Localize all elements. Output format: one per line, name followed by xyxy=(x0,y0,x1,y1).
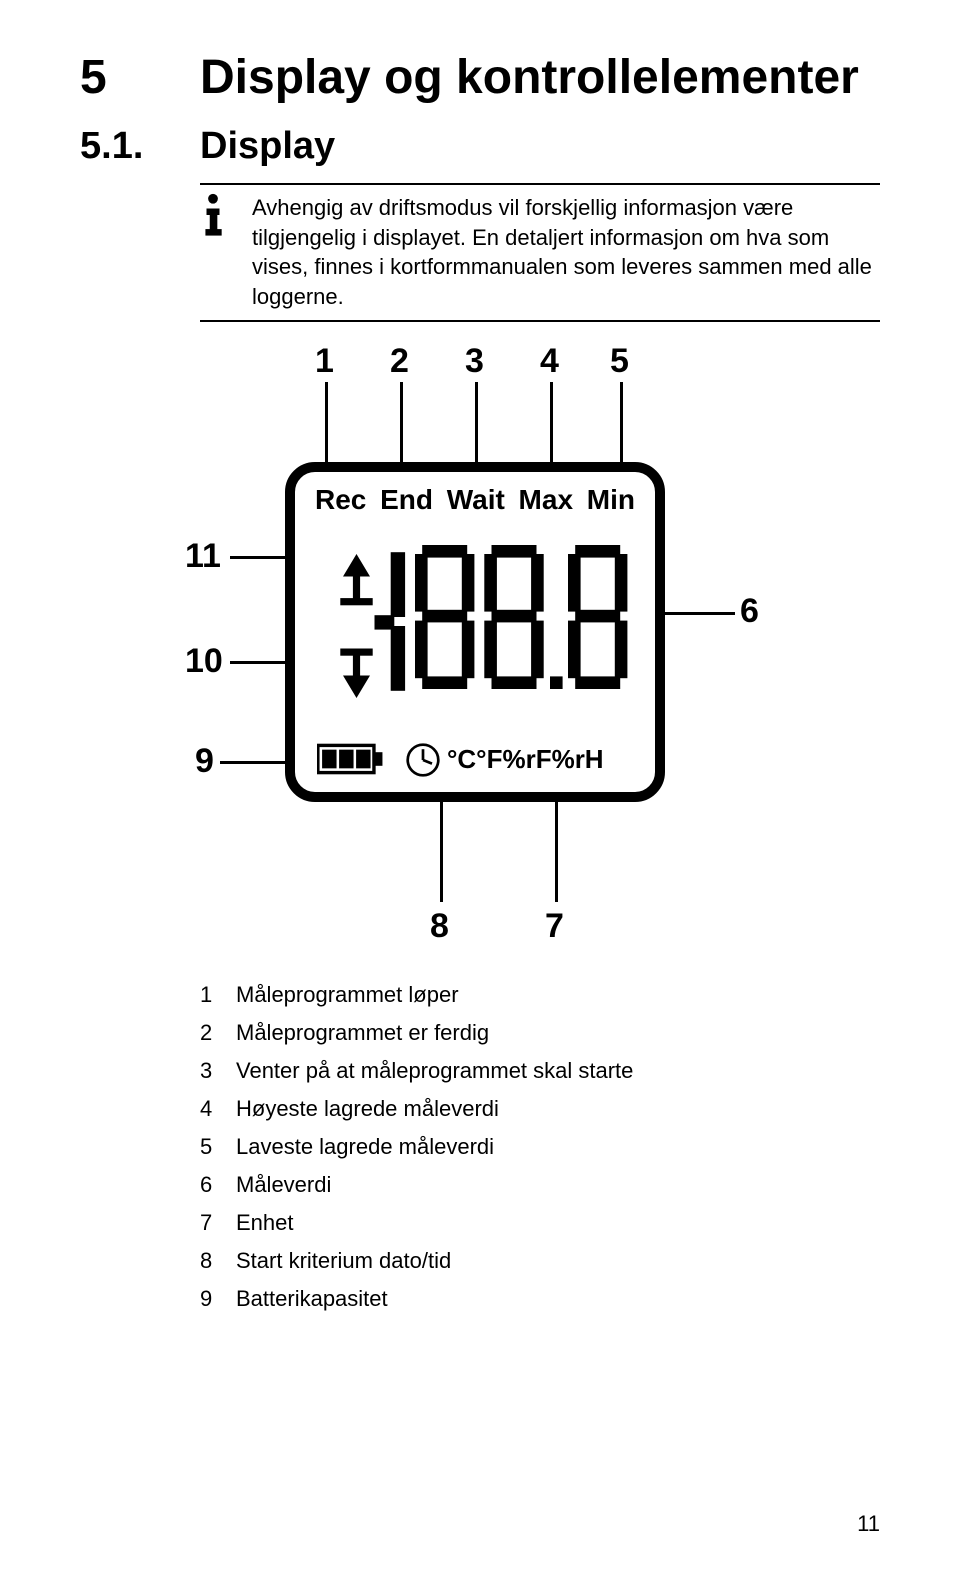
legend-num: 8 xyxy=(200,1248,236,1274)
legend-text: Batterikapasitet xyxy=(236,1286,388,1312)
legend-num: 5 xyxy=(200,1134,236,1160)
lcd-units-row: °C°F%rF%rH xyxy=(405,742,635,778)
callout-line-7 xyxy=(555,802,558,902)
callout-line-5 xyxy=(620,382,623,474)
info-icon xyxy=(200,193,240,242)
callout-8: 8 xyxy=(430,907,449,946)
legend-item: 9Batterikapasitet xyxy=(200,1286,880,1312)
callout-line-11 xyxy=(230,556,290,559)
legend-num: 1 xyxy=(200,982,236,1008)
callout-1: 1 xyxy=(315,342,334,381)
legend-item: 1Måleprogrammet løper xyxy=(200,982,880,1008)
info-text: Avhengig av driftsmodus vil forskjellig … xyxy=(252,193,880,312)
legend-list: 1Måleprogrammet løper 2Måleprogrammet er… xyxy=(200,982,880,1312)
callout-line-3 xyxy=(475,382,478,474)
legend-num: 7 xyxy=(200,1210,236,1236)
lcd-status-row: Rec End Wait Max Min xyxy=(315,484,635,516)
section-number: 5 xyxy=(80,50,200,105)
callout-4: 4 xyxy=(540,342,559,381)
page-number: 11 xyxy=(857,1511,880,1537)
lcd-rec-label: Rec xyxy=(315,484,366,516)
callout-line-9 xyxy=(220,761,290,764)
callout-line-2 xyxy=(400,382,403,474)
legend-item: 8Start kriterium dato/tid xyxy=(200,1248,880,1274)
callout-line-10 xyxy=(230,661,290,664)
legend-item: 2Måleprogrammet er ferdig xyxy=(200,1020,880,1046)
lcd-digits xyxy=(313,527,643,707)
legend-num: 2 xyxy=(200,1020,236,1046)
legend-item: 6Måleverdi xyxy=(200,1172,880,1198)
legend-item: 5Laveste lagrede måleverdi xyxy=(200,1134,880,1160)
callout-line-4 xyxy=(550,382,553,474)
battery-icon xyxy=(317,742,385,776)
display-diagram: 1 2 3 4 5 6 11 10 9 8 7 Rec End Wait Max… xyxy=(155,342,805,952)
clock-icon xyxy=(405,742,441,778)
legend-text: Måleprogrammet er ferdig xyxy=(236,1020,489,1046)
lcd-min-label: Min xyxy=(587,484,635,516)
callout-7: 7 xyxy=(545,907,564,946)
lcd-units-text: °C°F%rF%rH xyxy=(447,744,604,775)
legend-num: 6 xyxy=(200,1172,236,1198)
legend-text: Venter på at måleprogrammet skal starte xyxy=(236,1058,633,1084)
legend-text: Høyeste lagrede måleverdi xyxy=(236,1096,499,1122)
legend-item: 7Enhet xyxy=(200,1210,880,1236)
legend-text: Enhet xyxy=(236,1210,294,1236)
callout-11: 11 xyxy=(185,537,221,576)
callout-2: 2 xyxy=(390,342,409,381)
lcd-wait-label: Wait xyxy=(447,484,505,516)
legend-text: Måleverdi xyxy=(236,1172,331,1198)
callout-line-1 xyxy=(325,382,328,474)
info-block: Avhengig av driftsmodus vil forskjellig … xyxy=(200,183,880,322)
callout-5: 5 xyxy=(610,342,629,381)
legend-item: 4Høyeste lagrede måleverdi xyxy=(200,1096,880,1122)
arrow-down-icon xyxy=(340,648,372,698)
legend-text: Måleprogrammet løper xyxy=(236,982,459,1008)
section-header: 5 Display og kontrollelementer xyxy=(80,50,880,105)
subsection-header: 5.1. Display xyxy=(80,125,880,168)
legend-num: 4 xyxy=(200,1096,236,1122)
callout-9: 9 xyxy=(195,742,214,781)
lcd-box: Rec End Wait Max Min xyxy=(285,462,665,802)
legend-num: 3 xyxy=(200,1058,236,1084)
callout-10: 10 xyxy=(185,642,223,681)
legend-item: 3Venter på at måleprogrammet skal starte xyxy=(200,1058,880,1084)
callout-6: 6 xyxy=(740,592,759,631)
callout-line-6 xyxy=(665,612,735,615)
lcd-max-label: Max xyxy=(519,484,573,516)
legend-text: Laveste lagrede måleverdi xyxy=(236,1134,494,1160)
section-title: Display og kontrollelementer xyxy=(200,50,859,105)
lcd-end-label: End xyxy=(380,484,433,516)
callout-line-8 xyxy=(440,802,443,902)
legend-num: 9 xyxy=(200,1286,236,1312)
subsection-number: 5.1. xyxy=(80,125,200,168)
legend-text: Start kriterium dato/tid xyxy=(236,1248,451,1274)
callout-3: 3 xyxy=(465,342,484,381)
arrow-up-icon xyxy=(340,554,372,605)
subsection-title: Display xyxy=(200,125,335,168)
